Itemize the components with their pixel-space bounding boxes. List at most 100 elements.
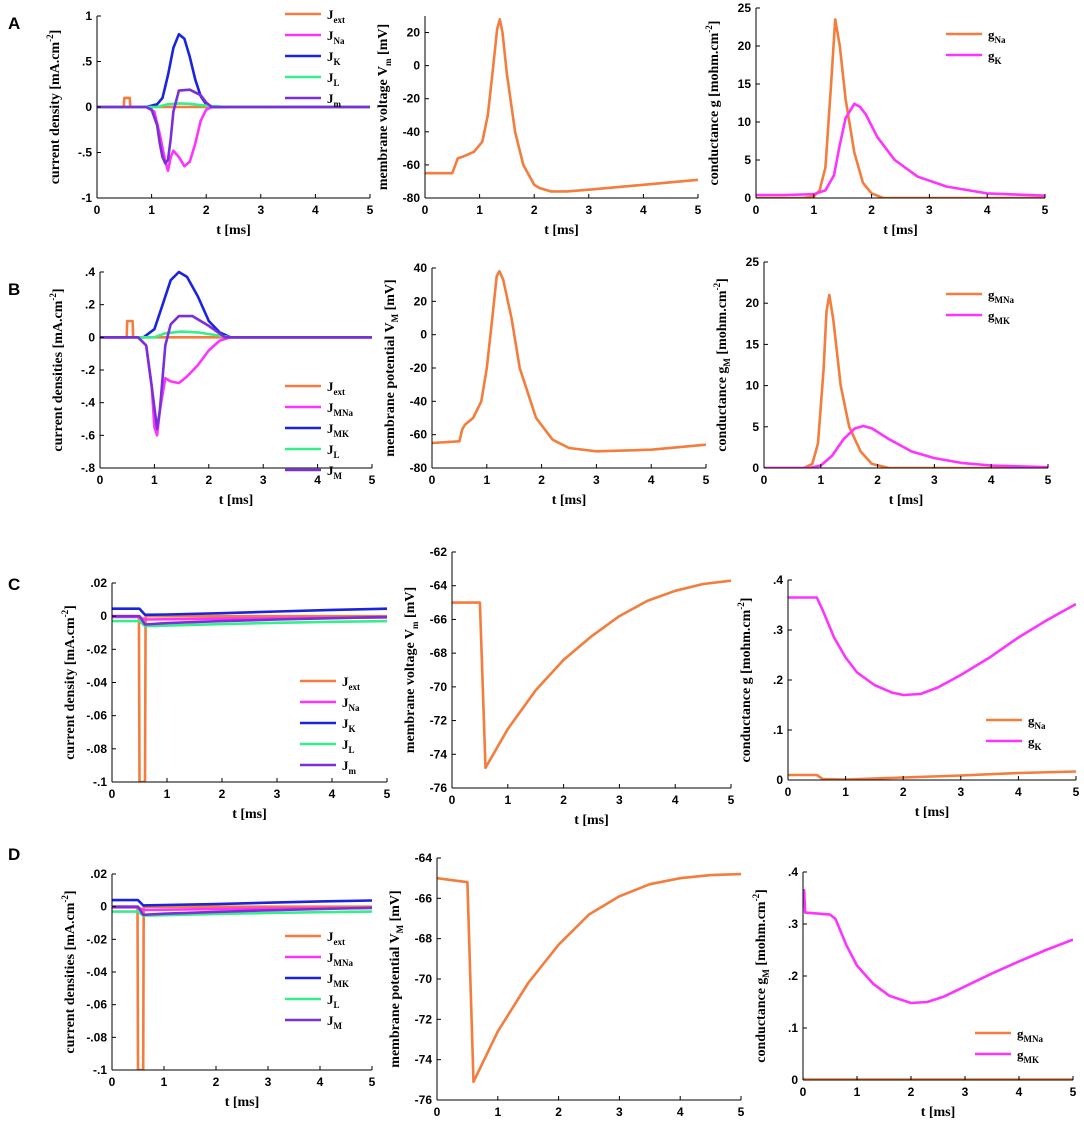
legend-label: gMK	[1017, 1047, 1039, 1065]
y-tick-label: .2	[788, 969, 798, 983]
y-tick-label: -.04	[86, 965, 107, 979]
legend-label: gMK	[988, 308, 1010, 326]
series-line-j-m	[112, 905, 372, 917]
y-tick-label: .2	[85, 298, 95, 312]
series-line-g-na	[788, 770, 1076, 780]
y-tick-label: -.06	[86, 998, 107, 1012]
x-tick-label: 5	[369, 473, 376, 487]
legend-label: gMNa	[1017, 1026, 1043, 1044]
x-tick-label: 0	[94, 203, 101, 217]
y-tick-label: -64	[430, 579, 448, 593]
chart-a3: 0 1 2 3 4 5 0 5 10 15 20 25 t [ms] conductance g [moh…	[704, 1, 1049, 238]
x-tick-label: 0	[97, 473, 104, 487]
y-tick-label: .02	[90, 576, 107, 590]
legend: Jext JNa JK JL Jm	[285, 7, 345, 109]
y-tick-label: 5	[744, 153, 751, 167]
x-tick-label: 1	[842, 785, 849, 799]
y-tick-label: -.8	[81, 461, 95, 475]
x-tick-label: 3	[260, 473, 267, 487]
y-axis-title: membrane potential VM [mV]	[388, 890, 405, 1067]
x-tick-label: 2	[874, 473, 881, 487]
legend-label: JK	[342, 716, 356, 734]
x-tick-label: 1	[494, 1105, 501, 1119]
y-axis-title: current densities [mA.cm-2]	[48, 288, 66, 451]
y-axis-title: membrane voltage Vm [mV]	[376, 24, 393, 190]
series-line-j-mk	[112, 898, 372, 907]
x-axis-title: t [ms]	[544, 223, 579, 238]
y-tick-label: -20	[403, 92, 421, 106]
x-tick-label: 3	[962, 1085, 969, 1099]
x-tick-label: 5	[703, 473, 710, 487]
series-line-g-mna	[803, 1077, 1073, 1080]
legend: gNa gK	[946, 27, 1006, 66]
y-tick-label: 1	[85, 9, 92, 23]
x-tick-label: 4	[672, 793, 679, 807]
series-line-g-na	[756, 18, 1045, 198]
y-tick-label: -1	[81, 191, 92, 205]
x-tick-label: 1	[151, 473, 158, 487]
y-tick-label: 0	[85, 100, 92, 114]
x-tick-label: 5	[695, 203, 702, 217]
x-tick-label: 3	[274, 787, 281, 801]
x-tick-label: 5	[369, 1075, 376, 1089]
y-tick-label: -.1	[93, 775, 107, 789]
series-line-j-l	[112, 910, 372, 917]
y-tick-label: -60	[410, 428, 428, 442]
y-tick-label: .4	[773, 573, 783, 587]
y-tick-label: -80	[410, 461, 428, 475]
y-tick-label: -.6	[81, 428, 95, 442]
y-tick-label: 20	[407, 26, 421, 40]
x-tick-label: 2	[868, 203, 875, 217]
chart-b3: 0 1 2 3 4 5 0 5 10 15 20 25 t [ms] conductance gM [mo…	[712, 255, 1052, 508]
x-tick-label: 3	[593, 473, 600, 487]
series-line-g-k	[788, 596, 1076, 697]
y-tick-label: 15	[746, 337, 760, 351]
y-tick-label: -72	[430, 714, 448, 728]
y-axis-title: membrane potential VM [mV]	[383, 279, 400, 456]
x-tick-label: 0	[753, 203, 760, 217]
x-tick-label: 1	[164, 787, 171, 801]
legend: Jext JMNa JMK JL JM	[285, 929, 353, 1031]
x-tick-label: 4	[1016, 1085, 1023, 1099]
y-tick-label: 0	[744, 191, 751, 205]
x-tick-label: 0	[785, 785, 792, 799]
y-tick-label: 5	[752, 420, 759, 434]
legend-label: gK	[988, 48, 1002, 66]
x-tick-label: 4	[984, 203, 991, 217]
y-tick-label: -.1	[93, 1063, 107, 1077]
legend-label: Jext	[342, 674, 360, 692]
x-tick-label: 1	[854, 1085, 861, 1099]
legend-label: JL	[327, 992, 340, 1010]
x-tick-label: 4	[312, 203, 319, 217]
y-tick-label: -.02	[86, 642, 107, 656]
y-tick-label: 10	[738, 115, 752, 129]
y-tick-label: -62	[430, 545, 448, 559]
x-tick-label: 4	[317, 1075, 324, 1089]
y-tick-label: 20	[414, 294, 428, 308]
x-tick-label: 1	[810, 203, 817, 217]
legend: Jext JNa JK JL Jm	[300, 674, 360, 776]
y-tick-label: 15	[738, 77, 752, 91]
chart-c1: 0 1 2 3 4 5 -.1 -.08 -.06 -.04 -.02 0 .02 t [ms] curre…	[60, 576, 391, 822]
y-axis-title: conductance gM [mohm.cm-2]	[712, 278, 732, 452]
x-tick-label: 2	[203, 203, 210, 217]
legend-label: Jm	[342, 758, 357, 776]
x-tick-label: 3	[926, 203, 933, 217]
x-tick-label: 4	[640, 203, 647, 217]
y-tick-label: -.08	[86, 742, 107, 756]
x-tick-label: 2	[900, 785, 907, 799]
y-tick-label: .4	[788, 865, 798, 879]
x-tick-label: 1	[504, 793, 511, 807]
series-line-j-m	[97, 88, 370, 165]
series-line-j-l	[112, 619, 387, 628]
x-tick-label: 1	[161, 1075, 168, 1089]
legend-label: JNa	[327, 28, 345, 46]
y-axis-title: current density [mA.cm-2]	[45, 30, 63, 185]
series-line-g-mk	[764, 424, 1048, 468]
x-axis-title: t [ms]	[552, 493, 587, 508]
x-tick-label: 1	[476, 203, 483, 217]
x-tick-label: 1	[817, 473, 824, 487]
x-tick-label: 3	[265, 1075, 272, 1089]
y-tick-label: -74	[415, 1053, 433, 1067]
y-tick-label: -64	[415, 851, 433, 865]
